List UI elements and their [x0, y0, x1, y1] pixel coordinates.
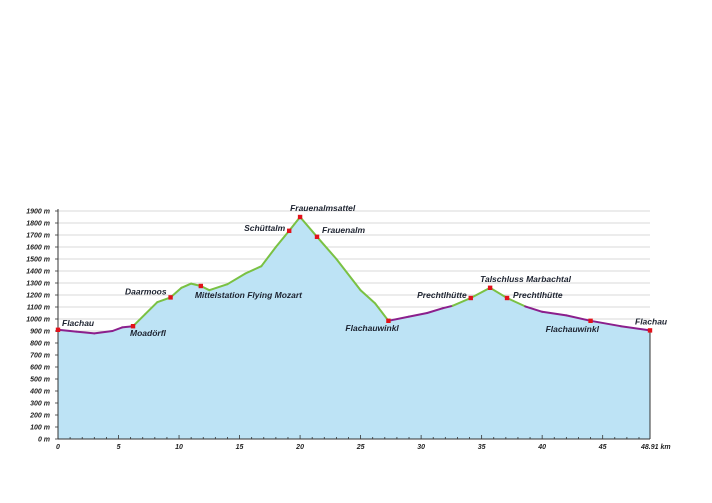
profile-segment — [93, 330, 114, 335]
elevation-area-fill — [58, 217, 650, 439]
profile-segment — [111, 326, 124, 332]
y-tick-label: 1700 m — [26, 233, 50, 240]
y-tick-label: 1200 m — [26, 293, 50, 300]
profile-segment — [274, 229, 291, 248]
waypoint-label: Moadörfl — [130, 328, 167, 338]
waypoint-marker — [297, 214, 303, 220]
y-tick-label: 1500 m — [26, 257, 50, 264]
profile-segment — [469, 286, 492, 299]
profile-segment — [359, 289, 377, 305]
x-tick-label: 0 — [56, 444, 60, 451]
x-tick-label: 48.91 km — [640, 444, 671, 451]
y-tick-label: 0 m — [38, 437, 50, 444]
waypoint-marker — [386, 318, 391, 323]
y-tick-label: 1800 m — [26, 221, 50, 228]
profile-segment — [260, 246, 277, 268]
profile-segment — [589, 319, 622, 328]
y-tick-label: 1900 m — [26, 209, 50, 216]
waypoint-markers — [55, 214, 653, 333]
profile-segment — [565, 314, 592, 322]
waypoint-label: Schüttalm — [244, 223, 286, 233]
profile-segment — [408, 312, 429, 318]
profile-segment — [208, 283, 229, 292]
y-tick-label: 900 m — [30, 329, 50, 336]
elevation-profile-line — [57, 216, 651, 335]
y-tick-label: 1000 m — [26, 317, 50, 324]
y-tick-label: 200 m — [29, 413, 50, 420]
x-tick-label: 15 — [236, 444, 244, 451]
profile-segment — [57, 328, 78, 333]
waypoint-marker — [647, 328, 653, 333]
waypoint-label: Flachau — [62, 318, 95, 328]
waypoint-marker — [314, 234, 320, 239]
waypoint-label: Prechtlhütte — [417, 290, 467, 300]
profile-segment — [156, 296, 172, 304]
profile-segment — [316, 235, 338, 260]
y-tick-label: 100 m — [30, 425, 50, 432]
profile-segment — [335, 258, 362, 292]
profile-segment — [489, 286, 509, 299]
waypoint-marker — [468, 295, 473, 301]
y-tick-label: 300 m — [30, 401, 50, 408]
waypoint-marker — [168, 295, 173, 300]
profile-segment — [299, 216, 319, 238]
waypoint-label: Talschluss Marbachtal — [480, 274, 571, 284]
waypoint-marker — [504, 295, 510, 301]
profile-segment — [144, 301, 159, 316]
waypoint-label: Prechtlhütte — [513, 290, 563, 300]
x-tick-label: 5 — [117, 444, 121, 451]
waypoint-label: Flachau — [635, 316, 668, 326]
profile-segment — [226, 272, 247, 286]
profile-segment — [180, 282, 193, 289]
profile-segment — [244, 265, 263, 275]
y-axis-tick-labels: 0 m 100 m 200 m 300 m 400 m 500 m 600 m 700 m 80… — [26, 209, 50, 444]
waypoint-label: Frauenalm — [322, 225, 365, 235]
y-tick-label: 500 m — [30, 377, 50, 384]
profile-segment — [288, 216, 302, 232]
x-tick-label: 25 — [356, 444, 365, 451]
waypoint-marker — [130, 324, 136, 329]
waypoint-labels: Flachau Moadörfl Daarmoos Mittelstation Fly… — [62, 203, 668, 338]
y-tick-label: 400 m — [29, 389, 50, 396]
profile-segment — [506, 297, 527, 308]
waypoint-label: Daarmoos — [125, 286, 167, 296]
y-tick-label: 1400 m — [26, 269, 50, 276]
profile-segment — [451, 297, 472, 307]
profile-segment — [524, 305, 544, 313]
waypoint-label: Flachauwinkl — [345, 323, 399, 333]
waypoint-marker — [198, 283, 204, 289]
waypoint-label: Frauenalmsattel — [290, 203, 356, 213]
y-tick-label: 700 m — [30, 353, 50, 360]
profile-segment — [387, 315, 411, 322]
y-tick-label: 600 m — [30, 365, 50, 372]
y-tick-label: 800 m — [30, 341, 50, 348]
profile-segment — [619, 325, 651, 332]
y-tick-label: 1100 m — [27, 305, 50, 312]
profile-segment — [75, 330, 96, 335]
waypoint-marker — [487, 285, 493, 290]
waypoint-marker — [286, 228, 292, 233]
x-tick-label: 35 — [478, 444, 486, 451]
x-tick-label: 20 — [295, 444, 304, 451]
waypoint-marker — [55, 327, 61, 332]
waypoint-label: Mittelstation Flying Mozart — [195, 290, 303, 300]
y-tick-label: 1300 m — [26, 281, 50, 288]
waypoint-marker — [588, 318, 593, 323]
profile-segment — [426, 307, 444, 314]
x-tick-label: 45 — [598, 444, 607, 451]
x-tick-label: 10 — [175, 444, 183, 451]
profile-segment — [374, 302, 390, 322]
waypoint-label: Flachauwinkl — [546, 324, 600, 334]
x-tick-label: 40 — [537, 444, 546, 451]
x-axis-tick-labels: 0 5 10 15 20 25 30 35 40 45 48.91 km — [56, 444, 671, 451]
profile-segment — [541, 310, 568, 317]
axes — [55, 209, 651, 440]
profile-segment — [441, 304, 454, 310]
x-tick-label: 30 — [417, 444, 425, 451]
y-tick-label: 1600 m — [26, 245, 50, 252]
